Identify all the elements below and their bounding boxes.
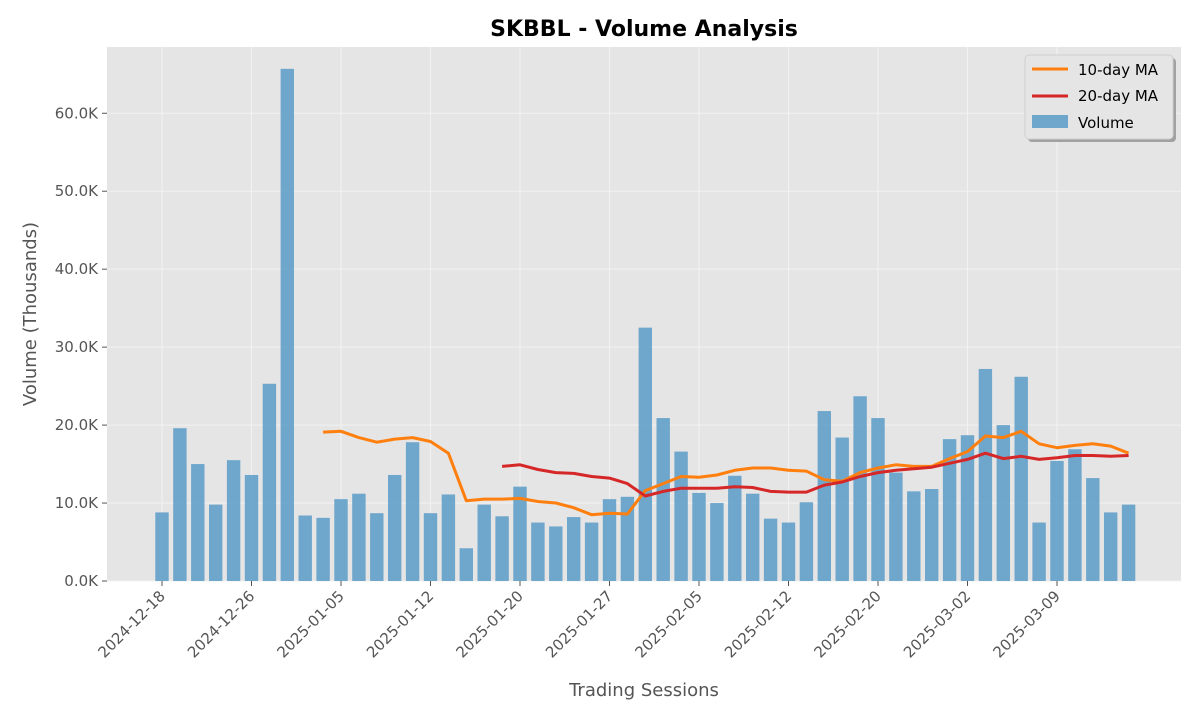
x-tick-label: 2024-12-26	[184, 587, 258, 661]
volume-bar	[889, 472, 903, 581]
legend-label-ma10: 10-day MA	[1078, 61, 1159, 79]
volume-bar	[405, 442, 420, 581]
y-tick-label: 0.0K	[64, 572, 99, 590]
volume-bar	[441, 494, 456, 581]
y-tick-label: 60.0K	[55, 104, 99, 122]
volume-bar	[1032, 522, 1046, 581]
legend-label-volume: Volume	[1078, 114, 1134, 132]
volume-bars	[155, 68, 1136, 581]
volume-bar	[960, 435, 975, 581]
x-tick-label: 2025-02-05	[631, 587, 705, 661]
volume-bar	[280, 68, 294, 581]
x-tick-label: 2024-12-18	[94, 587, 168, 661]
x-tick-label: 2025-03-02	[900, 587, 974, 661]
ma20-line	[501, 451, 1129, 498]
volume-bar	[1014, 376, 1028, 581]
volume-bar	[549, 526, 563, 581]
volume-bar	[656, 418, 670, 581]
volume-bar	[907, 491, 921, 581]
moving-average-lines	[323, 429, 1130, 517]
ma10-line	[323, 429, 1130, 517]
volume-bar	[799, 502, 814, 581]
volume-bar	[459, 548, 473, 581]
y-tick-label: 40.0K	[55, 260, 99, 278]
volume-bar	[602, 499, 617, 581]
volume-bar	[728, 475, 742, 581]
volume-bar	[1050, 460, 1064, 581]
volume-bar	[477, 504, 491, 581]
volume-bar	[1068, 449, 1082, 581]
volume-bar	[209, 504, 223, 581]
volume-bar	[638, 327, 652, 581]
volume-bar	[226, 460, 241, 581]
volume-bar	[423, 513, 438, 581]
volume-bar	[244, 474, 259, 581]
volume-bar	[352, 493, 366, 581]
volume-bar	[817, 411, 831, 581]
volume-bar	[298, 515, 312, 581]
x-tick-label: 2025-01-05	[273, 587, 347, 661]
y-tick-label: 20.0K	[55, 416, 99, 434]
volume-bar	[173, 428, 187, 581]
volume-bar	[674, 451, 688, 581]
volume-bar	[262, 383, 277, 581]
volume-bar	[692, 492, 706, 581]
x-tick-label: 2025-01-27	[542, 587, 616, 661]
x-axis-label: Trading Sessions	[568, 680, 719, 701]
volume-bar	[1121, 504, 1136, 581]
volume-bar	[388, 474, 402, 581]
volume-bar	[871, 418, 885, 581]
x-tick-label: 2025-03-09	[989, 587, 1063, 661]
legend-label-ma20: 20-day MA	[1078, 87, 1159, 105]
y-tick-label: 30.0K	[55, 338, 99, 356]
volume-bar	[1104, 512, 1118, 581]
volume-bar	[781, 522, 796, 581]
volume-bar	[996, 425, 1010, 581]
volume-bar	[513, 486, 527, 581]
volume-bar	[155, 512, 169, 581]
x-tick-label: 2025-02-20	[810, 587, 884, 661]
y-tick-label: 10.0K	[55, 494, 99, 512]
volume-bar	[334, 499, 348, 581]
volume-bar	[942, 439, 957, 581]
x-tick-label: 2025-01-20	[452, 587, 526, 661]
volume-bar	[584, 522, 599, 581]
volume-bar	[620, 496, 635, 581]
volume-bar	[191, 464, 205, 581]
legend: 10-day MA 20-day MA Volume	[1024, 54, 1176, 142]
y-tick-label: 50.0K	[55, 182, 99, 200]
volume-bar	[495, 516, 509, 581]
volume-bar	[853, 396, 867, 581]
volume-bar	[710, 503, 724, 581]
volume-bar	[370, 513, 384, 581]
volume-bar	[316, 517, 330, 581]
volume-bar	[978, 368, 993, 581]
volume-bar	[746, 493, 760, 581]
y-axis-label: Volume (Thousands)	[20, 222, 41, 406]
x-tick-label: 2025-01-12	[363, 587, 437, 661]
volume-bar	[567, 517, 581, 581]
chart-title: SKBBL - Volume Analysis	[490, 17, 798, 42]
legend-swatch-volume	[1032, 115, 1068, 128]
volume-bar	[531, 522, 545, 581]
volume-bar	[925, 489, 939, 581]
volume-bar	[763, 518, 778, 581]
volume-bar	[1086, 478, 1100, 581]
x-tick-label: 2025-02-12	[721, 587, 795, 661]
volume-bar	[835, 437, 849, 581]
